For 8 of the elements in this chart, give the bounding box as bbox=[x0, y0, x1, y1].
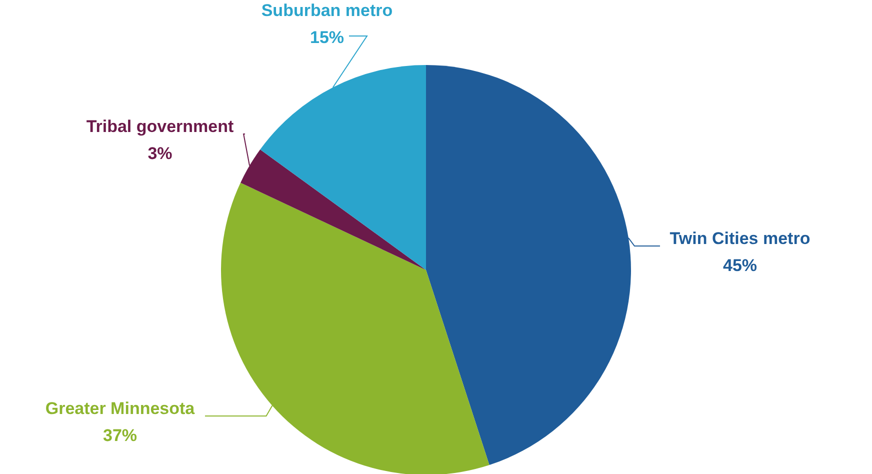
slice-label: Suburban metro bbox=[261, 1, 393, 20]
data-label: 45% bbox=[722, 256, 758, 275]
data-label: 3% bbox=[148, 144, 172, 163]
data-label: 15% bbox=[310, 28, 344, 47]
slice-label: Twin Cities metro bbox=[670, 229, 810, 248]
data-label: 37% bbox=[102, 426, 138, 445]
slice-label: Tribal government bbox=[86, 117, 234, 136]
slice-label: Greater Minnesota bbox=[45, 399, 196, 418]
